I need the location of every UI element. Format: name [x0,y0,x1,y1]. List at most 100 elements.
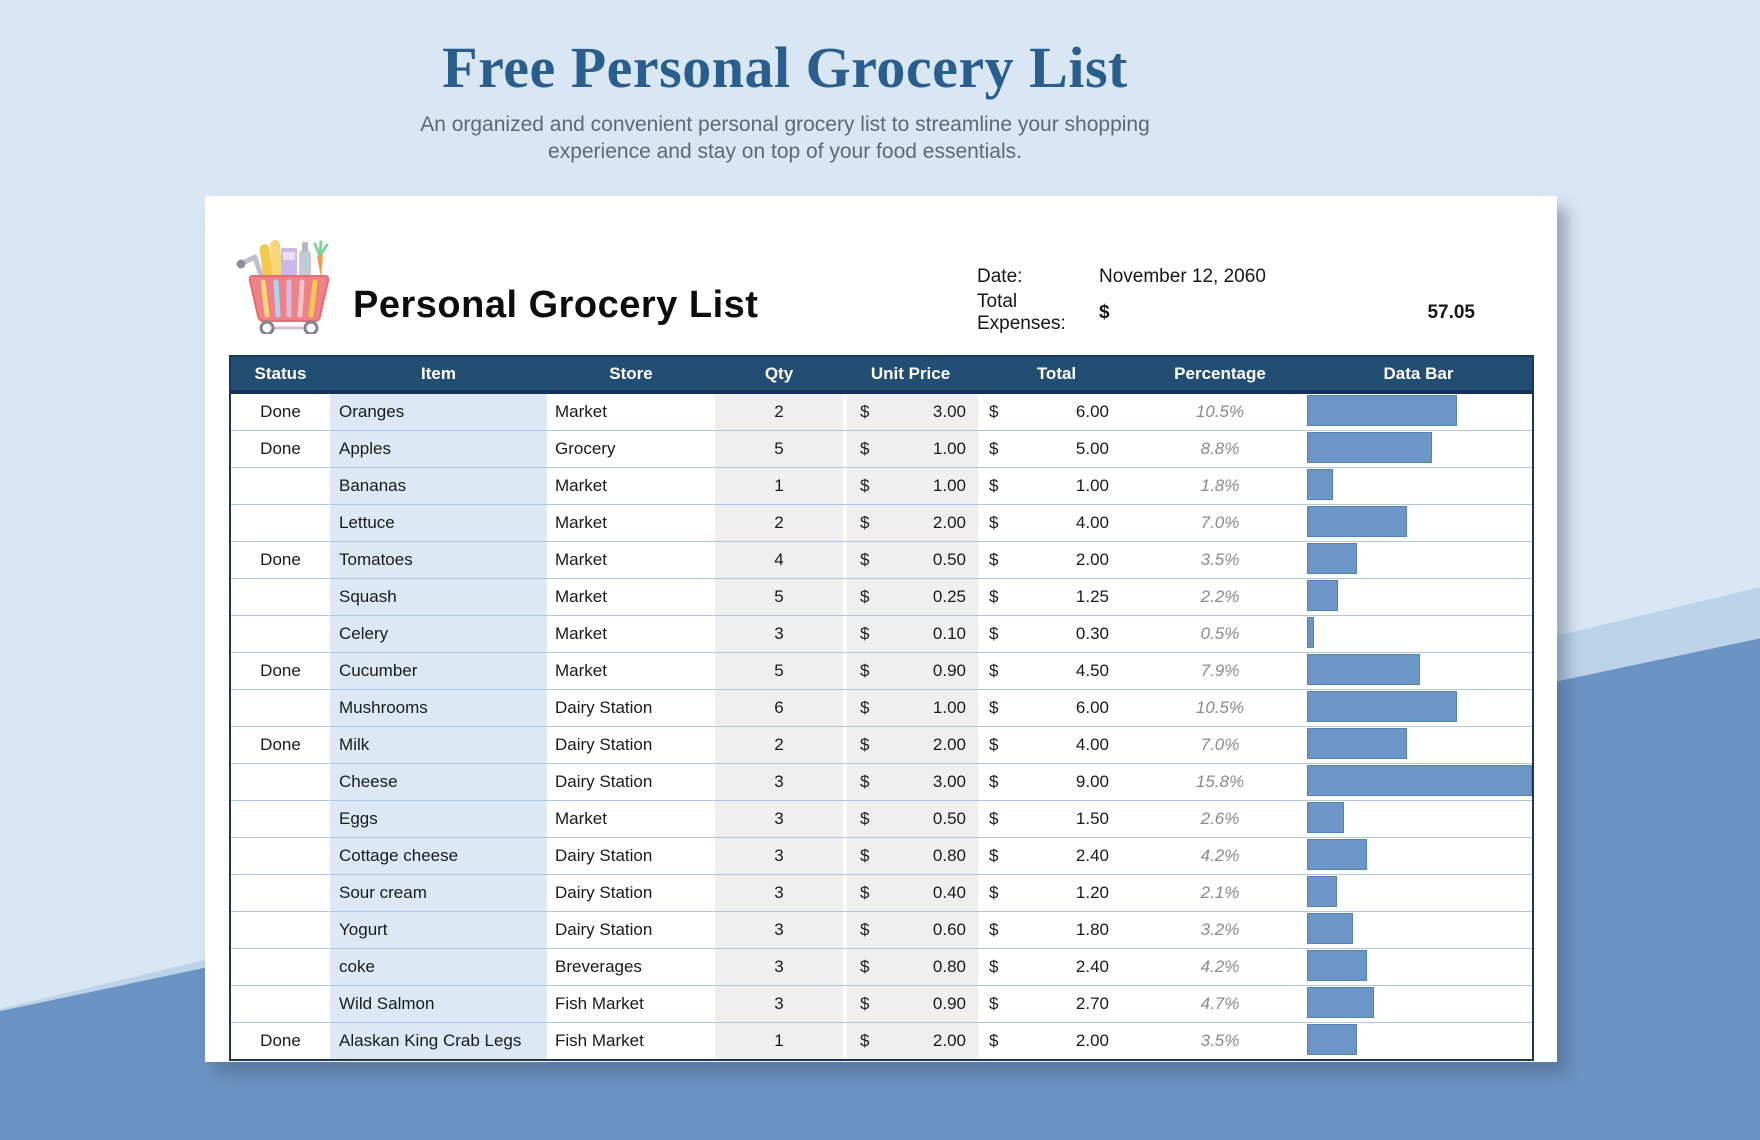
total-cell[interactable]: $1.50 [978,801,1135,837]
total-cell[interactable]: $4.00 [978,505,1135,541]
unit-price-cell[interactable]: $0.90 [843,986,978,1022]
store-cell[interactable]: Market [555,513,607,532]
store-cell[interactable]: Market [555,624,607,643]
data-bar-cell[interactable] [1305,431,1532,467]
data-bar-cell[interactable] [1305,764,1532,800]
status-cell[interactable] [231,468,330,504]
store-cell[interactable]: Market [555,661,607,680]
status-cell[interactable] [231,949,330,985]
total-expenses-value[interactable]: 57.05 [1427,302,1475,323]
qty-cell[interactable]: 1 [715,468,843,504]
percentage-cell[interactable]: 4.7% [1200,994,1240,1013]
date-value[interactable]: November 12, 2060 [1099,265,1266,287]
status-cell[interactable] [231,986,330,1022]
item-cell[interactable]: Apples [330,431,547,467]
qty-cell[interactable]: 3 [715,616,843,652]
data-bar-cell[interactable] [1305,801,1532,837]
percentage-cell[interactable]: 7.9% [1200,661,1240,680]
qty-cell[interactable]: 3 [715,838,843,874]
total-cell[interactable]: $2.00 [978,1023,1135,1059]
qty-cell[interactable]: 3 [715,949,843,985]
percentage-cell[interactable]: 3.5% [1200,550,1240,569]
total-cell[interactable]: $1.80 [978,912,1135,948]
store-cell[interactable]: Market [555,550,607,569]
percentage-cell[interactable]: 3.5% [1200,1031,1240,1050]
unit-price-cell[interactable]: $0.50 [843,542,978,578]
total-cell[interactable]: $1.20 [978,875,1135,911]
total-cell[interactable]: $2.40 [978,949,1135,985]
qty-cell[interactable]: 1 [715,1023,843,1059]
item-cell[interactable]: Mushrooms [330,690,547,726]
total-cell[interactable]: $9.00 [978,764,1135,800]
qty-cell[interactable]: 2 [715,727,843,763]
percentage-cell[interactable]: 2.2% [1200,587,1240,606]
data-bar-cell[interactable] [1305,875,1532,911]
status-cell[interactable] [231,690,330,726]
status-cell[interactable] [231,579,330,615]
item-cell[interactable]: Alaskan King Crab Legs [330,1023,547,1059]
qty-cell[interactable]: 5 [715,579,843,615]
percentage-cell[interactable]: 2.6% [1200,809,1240,828]
qty-cell[interactable]: 5 [715,653,843,689]
percentage-cell[interactable]: 10.5% [1195,698,1245,717]
qty-cell[interactable]: 6 [715,690,843,726]
status-cell[interactable] [231,875,330,911]
data-bar-cell[interactable] [1305,1023,1532,1059]
unit-price-cell[interactable]: $2.00 [843,505,978,541]
unit-price-cell[interactable]: $0.50 [843,801,978,837]
percentage-cell[interactable]: 4.2% [1200,957,1240,976]
status-cell[interactable] [231,801,330,837]
store-cell[interactable]: Grocery [555,439,616,458]
percentage-cell[interactable]: 1.8% [1200,476,1240,495]
item-cell[interactable]: Squash [330,579,547,615]
status-cell[interactable]: Done [260,661,301,680]
qty-cell[interactable]: 2 [715,394,843,430]
total-cell[interactable]: $2.00 [978,542,1135,578]
percentage-cell[interactable]: 15.8% [1195,772,1245,791]
item-cell[interactable]: Wild Salmon [330,986,547,1022]
status-cell[interactable] [231,912,330,948]
qty-cell[interactable]: 4 [715,542,843,578]
store-cell[interactable]: Dairy Station [555,772,653,791]
status-cell[interactable]: Done [260,735,301,754]
unit-price-cell[interactable]: $0.40 [843,875,978,911]
total-cell[interactable]: $2.70 [978,986,1135,1022]
percentage-cell[interactable]: 8.8% [1200,439,1240,458]
status-cell[interactable]: Done [260,439,301,458]
data-bar-cell[interactable] [1305,838,1532,874]
total-cell[interactable]: $6.00 [978,690,1135,726]
store-cell[interactable]: Breverages [555,957,642,976]
store-cell[interactable]: Dairy Station [555,846,653,865]
store-cell[interactable]: Dairy Station [555,883,653,902]
unit-price-cell[interactable]: $2.00 [843,727,978,763]
data-bar-cell[interactable] [1305,394,1532,430]
percentage-cell[interactable]: 0.5% [1200,624,1240,643]
store-cell[interactable]: Dairy Station [555,698,653,717]
store-cell[interactable]: Dairy Station [555,920,653,939]
percentage-cell[interactable]: 4.2% [1200,846,1240,865]
data-bar-cell[interactable] [1305,579,1532,615]
status-cell[interactable] [231,838,330,874]
status-cell[interactable] [231,764,330,800]
item-cell[interactable]: Oranges [330,394,547,430]
data-bar-cell[interactable] [1305,505,1532,541]
qty-cell[interactable]: 3 [715,986,843,1022]
data-bar-cell[interactable] [1305,468,1532,504]
qty-cell[interactable]: 3 [715,875,843,911]
status-cell[interactable]: Done [260,402,301,421]
unit-price-cell[interactable]: $2.00 [843,1023,978,1059]
status-cell[interactable]: Done [260,550,301,569]
total-cell[interactable]: $4.50 [978,653,1135,689]
data-bar-cell[interactable] [1305,727,1532,763]
qty-cell[interactable]: 3 [715,912,843,948]
unit-price-cell[interactable]: $0.80 [843,949,978,985]
percentage-cell[interactable]: 2.1% [1200,883,1240,902]
qty-cell[interactable]: 3 [715,801,843,837]
status-cell[interactable] [231,616,330,652]
item-cell[interactable]: coke [330,949,547,985]
unit-price-cell[interactable]: $3.00 [843,764,978,800]
qty-cell[interactable]: 5 [715,431,843,467]
status-cell[interactable]: Done [260,1031,301,1050]
total-cell[interactable]: $0.30 [978,616,1135,652]
store-cell[interactable]: Market [555,402,607,421]
